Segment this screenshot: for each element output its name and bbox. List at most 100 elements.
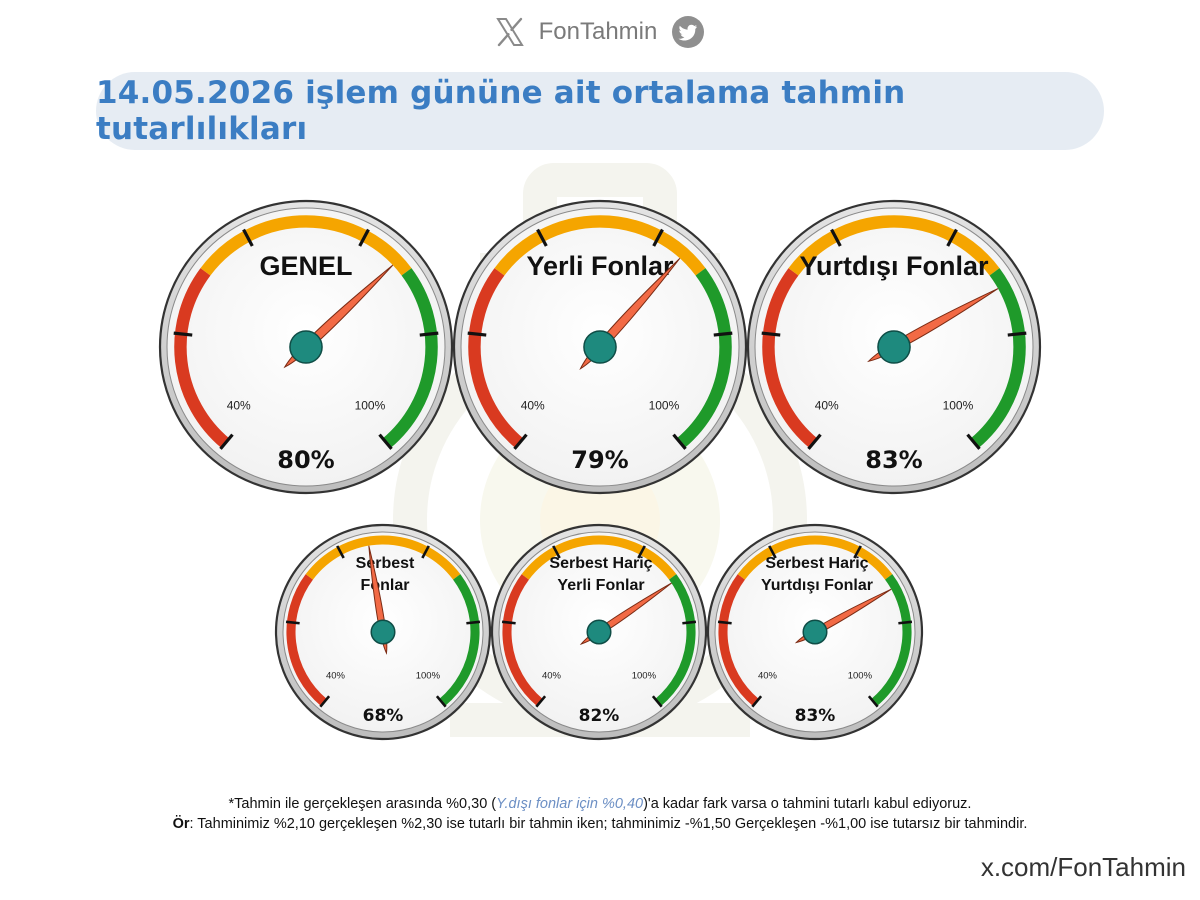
- gauge-max-label: 100%: [416, 670, 441, 681]
- gauge-value-label: 83%: [865, 446, 922, 474]
- gauge-tick: [419, 331, 439, 337]
- gauge-tick: [173, 331, 193, 337]
- gauge-hub: [877, 330, 911, 364]
- site-link[interactable]: x.com/FonTahmin: [980, 852, 1186, 882]
- twitter-bird-icon: [672, 16, 705, 48]
- gauge-arc-red: [502, 574, 543, 706]
- gauge: 40% 100% Yurtdışı Fonlar 83%: [746, 199, 1042, 495]
- footnote: *Tahmin ile gerçekleşen arasında %0,30 (…: [0, 794, 1200, 834]
- gauge-arc-orange: [521, 535, 677, 580]
- gauge-tick: [807, 433, 822, 450]
- gauge-tick: [651, 695, 663, 708]
- gauge-tick: [435, 695, 447, 708]
- gauge-arc-red: [174, 268, 230, 448]
- gauge-hub: [370, 619, 396, 645]
- gauge-arc-green: [676, 268, 732, 448]
- gauge: 40% 100% Serbest Hariç Yurtdışı Fonlar 83%: [706, 523, 924, 741]
- gauge-min-label: 40%: [326, 670, 346, 681]
- gauge-max-label: 100%: [649, 399, 680, 413]
- gauge-title-line: Serbest Hariç: [765, 555, 868, 572]
- gauge-arc-orange: [494, 215, 706, 276]
- footnote-italic: Y.dışı fonlar için %0,40: [496, 796, 644, 812]
- gauge: 40% 100% Serbest Fonlar 68%: [274, 523, 492, 741]
- gauge-tick: [717, 620, 732, 625]
- gauge-arc-orange: [305, 535, 461, 580]
- gauge-tick: [966, 433, 981, 450]
- title-banner: 14.05.2026 işlem gününe ait ortalama tah…: [96, 72, 1104, 150]
- gauge-value-label: 82%: [579, 706, 620, 726]
- page-title: 14.05.2026 işlem gününe ait ortalama tah…: [96, 75, 906, 147]
- gauge-min-label: 40%: [227, 399, 251, 413]
- gauge-arc-green: [439, 574, 480, 706]
- gauge-title-line: Serbest: [356, 555, 415, 572]
- gauge-tick: [319, 695, 331, 708]
- gauge-tick: [501, 620, 516, 625]
- gauge: 40% 100% Serbest Hariç Yerli Fonlar 82%: [490, 523, 708, 741]
- footnote-example-label: Ör: [172, 816, 190, 832]
- gauge-max-label: 100%: [355, 399, 386, 413]
- gauge-min-label: 40%: [758, 670, 778, 681]
- gauge-tick: [853, 545, 862, 559]
- gauge: 40% 100% GENEL 80%: [158, 199, 454, 495]
- gauge-tick: [672, 433, 687, 450]
- gauge-value-label: 68%: [363, 706, 404, 726]
- gauge-arc-green: [655, 574, 696, 706]
- gauge-tick: [219, 433, 234, 450]
- gauge-tick: [867, 695, 879, 708]
- gauge-min-label: 40%: [542, 670, 562, 681]
- gauge-tick: [761, 331, 781, 337]
- gauge-tick: [536, 228, 548, 247]
- gauge-tick: [552, 545, 561, 559]
- gauge-title-line: Serbest Hariç: [549, 555, 652, 572]
- gauge-arc-green: [871, 574, 912, 706]
- gauge-arc-orange: [788, 215, 1000, 276]
- gauge: 40% 100% Yerli Fonlar 79%: [452, 199, 748, 495]
- x-logo-icon: [495, 17, 524, 47]
- gauge-tick: [751, 695, 763, 708]
- gauge-arc-green: [970, 268, 1026, 448]
- footnote-text-end: )'a kadar fark varsa o tahmini tutarlı k…: [643, 796, 972, 812]
- gauge-value-label: 83%: [795, 706, 836, 726]
- brand-header: FonTahmin: [0, 10, 1200, 54]
- gauge-tick: [830, 228, 842, 247]
- gauge-arc-green: [382, 268, 438, 448]
- footnote-example-text: : Tahminimiz %2,10 gerçekleşen %2,30 ise…: [189, 816, 1028, 832]
- brand-name: FonTahmin: [538, 18, 658, 45]
- gauge-tick: [637, 545, 646, 559]
- footnote-line-2: Ör: Tahminimiz %2,10 gerçekleşen %2,30 i…: [0, 814, 1200, 834]
- gauge-title-line: Yerli Fonlar: [557, 577, 644, 594]
- gauge-tick: [466, 620, 481, 625]
- gauge-arc-orange: [737, 535, 893, 580]
- gauge-tick: [358, 228, 370, 247]
- gauge-hub: [586, 619, 612, 645]
- gauge-tick: [421, 545, 430, 559]
- footnote-text: *Tahmin ile gerçekleşen arasında %0,30 (: [228, 796, 497, 812]
- gauge-tick: [285, 620, 300, 625]
- gauge-title: GENEL: [259, 251, 352, 281]
- gauge-value-label: 80%: [277, 446, 334, 474]
- footnote-line-1: *Tahmin ile gerçekleşen arasında %0,30 (…: [0, 794, 1200, 814]
- gauge-title: Yurtdışı Fonlar: [799, 251, 989, 281]
- gauge-tick: [336, 545, 345, 559]
- gauge-hub: [802, 619, 828, 645]
- gauge-tick: [378, 433, 393, 450]
- gauge-arc-red: [468, 268, 524, 448]
- gauge-arc-red: [286, 574, 327, 706]
- gauge-arc-red: [718, 574, 759, 706]
- gauge-tick: [242, 228, 254, 247]
- gauge-hub: [583, 330, 617, 364]
- gauge-max-label: 100%: [943, 399, 974, 413]
- gauge-tick: [768, 545, 777, 559]
- gauge-tick: [898, 620, 913, 625]
- gauge-hub: [289, 330, 323, 364]
- gauge-title-line: Fonlar: [361, 577, 410, 594]
- gauge-tick: [652, 228, 664, 247]
- gauge-tick: [946, 228, 958, 247]
- gauge-tick: [713, 331, 733, 337]
- gauge-max-label: 100%: [632, 670, 657, 681]
- gauge-arc-red: [762, 268, 818, 448]
- gauge-max-label: 100%: [848, 670, 873, 681]
- gauge-tick: [467, 331, 487, 337]
